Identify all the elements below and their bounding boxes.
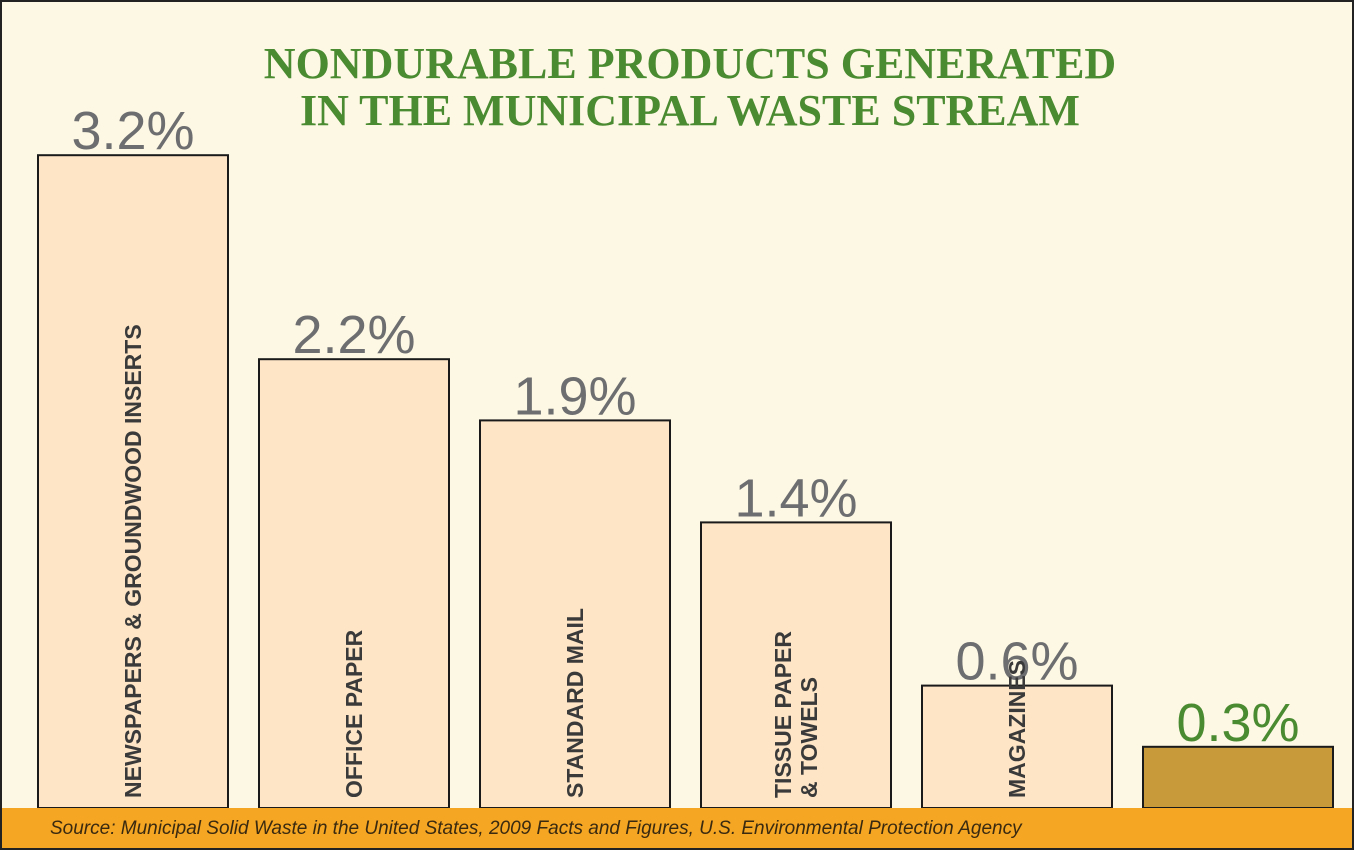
category-label: MAGAZINES — [1004, 660, 1030, 798]
category-label: STANDARD MAIL — [562, 608, 588, 798]
value-label: 1.9% — [513, 366, 636, 426]
value-label: 1.4% — [734, 468, 857, 528]
value-label: 3.2% — [71, 101, 194, 161]
value-label: 2.2% — [292, 305, 415, 365]
bar — [1143, 747, 1333, 808]
category-label: OFFICE PAPER — [341, 629, 367, 798]
category-label: NEWSPAPERS & GROUNDWOOD INSERTS — [120, 324, 146, 798]
source: Source: Municipal Solid Waste in the Uni… — [50, 818, 1023, 839]
chart: NONDURABLE PRODUCTS GENERATEDIN THE MUNI… — [0, 0, 1354, 850]
value-label: 0.3% — [1176, 693, 1299, 753]
